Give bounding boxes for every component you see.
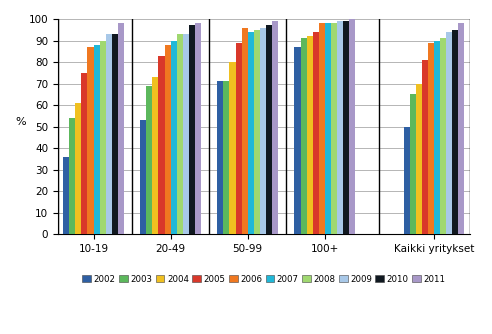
- Bar: [260, 28, 266, 234]
- Bar: [312, 32, 319, 234]
- Legend: 2002, 2003, 2004, 2005, 2006, 2007, 2008, 2009, 2010, 2011: 2002, 2003, 2004, 2005, 2006, 2007, 2008…: [81, 273, 447, 286]
- Bar: [404, 127, 410, 234]
- Bar: [416, 84, 422, 234]
- Bar: [140, 120, 147, 234]
- Bar: [452, 30, 459, 234]
- Bar: [171, 40, 177, 234]
- Bar: [319, 23, 325, 234]
- Bar: [118, 23, 123, 234]
- Bar: [428, 43, 434, 234]
- Bar: [106, 34, 112, 234]
- Bar: [223, 81, 229, 234]
- Bar: [217, 81, 223, 234]
- Bar: [272, 21, 278, 234]
- Bar: [422, 60, 428, 234]
- Bar: [236, 43, 242, 234]
- Bar: [147, 86, 153, 234]
- Bar: [349, 19, 355, 234]
- Bar: [337, 21, 343, 234]
- Bar: [229, 62, 236, 234]
- Bar: [331, 23, 337, 234]
- Bar: [93, 45, 99, 234]
- Bar: [164, 45, 171, 234]
- Bar: [112, 34, 118, 234]
- Bar: [459, 23, 464, 234]
- Bar: [301, 38, 307, 234]
- Bar: [177, 34, 183, 234]
- Bar: [440, 38, 446, 234]
- Bar: [195, 23, 201, 234]
- Bar: [325, 23, 331, 234]
- Bar: [183, 34, 188, 234]
- Bar: [188, 25, 195, 234]
- Bar: [99, 40, 106, 234]
- Bar: [446, 32, 452, 234]
- Bar: [254, 30, 260, 234]
- Bar: [75, 103, 82, 234]
- Bar: [410, 95, 416, 234]
- Bar: [82, 73, 88, 234]
- Bar: [158, 56, 164, 234]
- Bar: [247, 32, 254, 234]
- Bar: [434, 40, 440, 234]
- Bar: [242, 28, 247, 234]
- Bar: [63, 157, 69, 234]
- Bar: [266, 25, 272, 234]
- Y-axis label: %: %: [15, 117, 26, 127]
- Bar: [69, 118, 75, 234]
- Bar: [295, 47, 301, 234]
- Bar: [153, 77, 158, 234]
- Bar: [343, 21, 349, 234]
- Bar: [307, 36, 312, 234]
- Bar: [88, 47, 93, 234]
